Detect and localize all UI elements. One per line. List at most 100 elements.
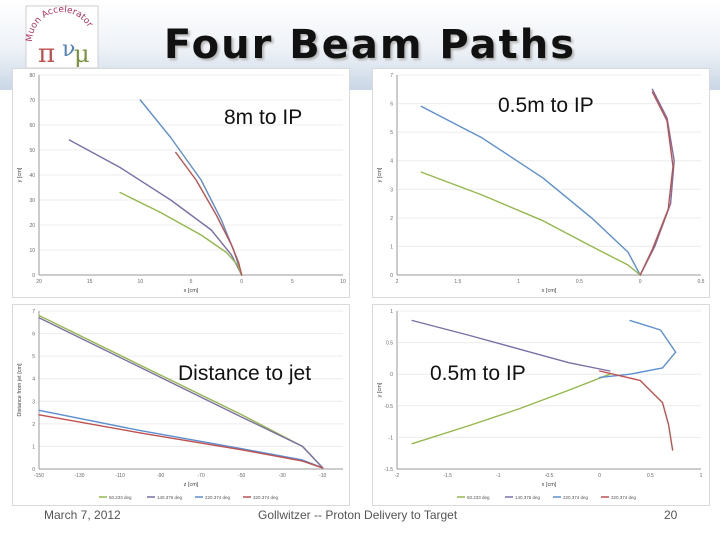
x-tick-label: 0 — [639, 279, 642, 285]
y-tick-label: -0.5 — [384, 404, 393, 410]
x-tick-label: -1 — [496, 473, 501, 479]
y-tick-label: 20 — [29, 223, 35, 229]
y-axis-label: Distance from jet [cm] — [17, 363, 23, 417]
legend-label: 140.376 deg — [157, 495, 183, 500]
x-tick-label: 1 — [517, 279, 520, 285]
x-tick-label: -50 — [238, 473, 245, 479]
x-tick-label: 0 — [240, 279, 243, 285]
series-line-blue — [599, 319, 677, 379]
y-tick-label: 1 — [390, 244, 393, 250]
y-tick-label: 5 — [390, 130, 393, 136]
footer-page-number: 20 — [664, 508, 678, 522]
y-axis-label: y [cm] — [17, 167, 23, 182]
slide-title: Four Beam Paths — [163, 22, 577, 68]
x-tick-label: 0.5 — [576, 279, 583, 285]
overlay-label-05m-top: 0.5m to IP — [498, 94, 594, 117]
y-tick-label: 2 — [390, 216, 393, 222]
x-tick-label: 0.5 — [698, 279, 705, 285]
footer-center-text: Gollwitzer -- Proton Delivery to Target — [258, 508, 458, 522]
series-line-red — [38, 414, 324, 469]
x-tick-label: 5 — [291, 279, 294, 285]
x-tick-label: -90 — [157, 473, 164, 479]
x-tick-label: -1.5 — [443, 473, 452, 479]
x-tick-label: 20 — [36, 279, 42, 285]
x-tick-label: 1 — [700, 473, 703, 479]
y-tick-label: 10 — [29, 248, 35, 254]
y-tick-label: 3 — [390, 187, 393, 193]
x-axis-label: x [cm] — [542, 482, 557, 488]
chart-panel-top-left: 0 10 20 30 40 50 60 70 80 20 15 10 5 0 5 10 x [cm] y [cm] — [12, 68, 350, 298]
x-tick-label: -110 — [115, 473, 125, 479]
overlay-label-05m-bottom: 0.5m to IP — [430, 362, 526, 385]
series-line-green — [411, 373, 611, 445]
y-tick-label: -1 — [389, 435, 394, 441]
y-tick-label: 0 — [32, 273, 35, 279]
chart-panel-bottom-left: 0 1 2 3 4 5 6 7 -150 -130 -110 -90 -70 -50 -30 -10 z [cm… — [12, 304, 350, 506]
y-axis-label: y [cm] — [377, 167, 383, 182]
series-line-red — [599, 370, 674, 451]
svg-text:μ: μ — [74, 40, 90, 68]
x-axis-label: x [cm] — [542, 288, 557, 294]
series-line-red — [639, 91, 674, 276]
chart-panel-top-right: 0 1 2 3 4 5 6 7 2 1.5 1 0.5 0 0.5 x [cm] y [cm] — [372, 68, 710, 298]
x-tick-label: -10 — [319, 473, 326, 479]
y-tick-label: 80 — [29, 73, 35, 79]
x-tick-label: 2 — [396, 279, 399, 285]
y-tick-label: 0.5 — [386, 341, 393, 347]
legend-label: 320.374 deg — [611, 495, 637, 500]
series-line-green — [119, 191, 243, 276]
y-tick-label: 0 — [390, 273, 393, 279]
x-tick-label: -0.5 — [545, 473, 554, 479]
x-tick-label: 0 — [598, 473, 601, 479]
x-tick-label: -150 — [34, 473, 44, 479]
y-tick-label: 0 — [390, 372, 393, 378]
x-axis-label: z [cm] — [184, 482, 199, 488]
overlay-label-8m: 8m to IP — [224, 106, 303, 129]
chart-05m-to-ip-top: 0 1 2 3 4 5 6 7 2 1.5 1 0.5 0 0.5 x [cm] y [cm] — [377, 73, 705, 294]
x-tick-label: 5 — [190, 279, 193, 285]
y-tick-label: 40 — [29, 173, 35, 179]
overlay-label-distance-to-jet: Distance to jet — [178, 362, 312, 385]
series-line-purple — [68, 139, 243, 276]
x-tick-label: 0.5 — [647, 473, 654, 479]
y-tick-label: 7 — [390, 73, 393, 79]
y-axis-label: y [cm] — [377, 382, 383, 397]
legend-label: 320.374 deg — [253, 495, 279, 500]
series-line-red — [175, 151, 243, 276]
x-axis-label: x [cm] — [184, 288, 199, 294]
y-tick-label: 4 — [390, 159, 393, 165]
legend-label: 220.374 deg — [205, 495, 231, 500]
y-tick-label: 6 — [32, 332, 35, 338]
y-tick-label: 50 — [29, 148, 35, 154]
legend-label: 220.374 deg — [563, 495, 589, 500]
x-tick-label: -2 — [395, 473, 400, 479]
svg-text:ν: ν — [62, 37, 75, 62]
y-tick-label: -1.5 — [384, 467, 393, 473]
x-tick-label: -70 — [198, 473, 205, 479]
chart-distance-to-jet: 0 1 2 3 4 5 6 7 -150 -130 -110 -90 -70 -50 -30 -10 z [cm… — [17, 309, 343, 500]
y-tick-label: 7 — [32, 309, 35, 315]
y-tick-label: 70 — [29, 98, 35, 104]
y-tick-label: 30 — [29, 198, 35, 204]
series-line-purple — [639, 88, 675, 276]
chart-panel-bottom-right: -1.5 -1 -0.5 0 0.5 1 -2 -1.5 -1 -0.5 0 0.5 1 x [cm] y … — [372, 304, 710, 506]
y-tick-label: 5 — [32, 354, 35, 360]
series-line-purple — [38, 317, 324, 469]
chart-05m-to-ip-bottom: -1.5-1-0.500.51-2 -1.5 -1 -0.5 0 0.5 1x [cm]y … — [377, 309, 703, 500]
series-line-purple — [411, 319, 611, 372]
y-tick-label: 1 — [390, 309, 393, 315]
legend-label: 50.233 deg — [109, 495, 132, 500]
y-tick-label: 1 — [32, 444, 35, 450]
y-tick-label: 3 — [32, 399, 35, 405]
y-tick-label: 0 — [32, 467, 35, 473]
legend-label: 50.233 deg — [467, 495, 490, 500]
x-tick-label: 15 — [87, 279, 93, 285]
series-line-green — [420, 171, 641, 276]
x-tick-label: -30 — [279, 473, 286, 479]
svg-text:π: π — [38, 39, 55, 69]
x-tick-label: 10 — [138, 279, 144, 285]
x-tick-label: -130 — [75, 473, 85, 479]
y-tick-label: 6 — [390, 102, 393, 108]
